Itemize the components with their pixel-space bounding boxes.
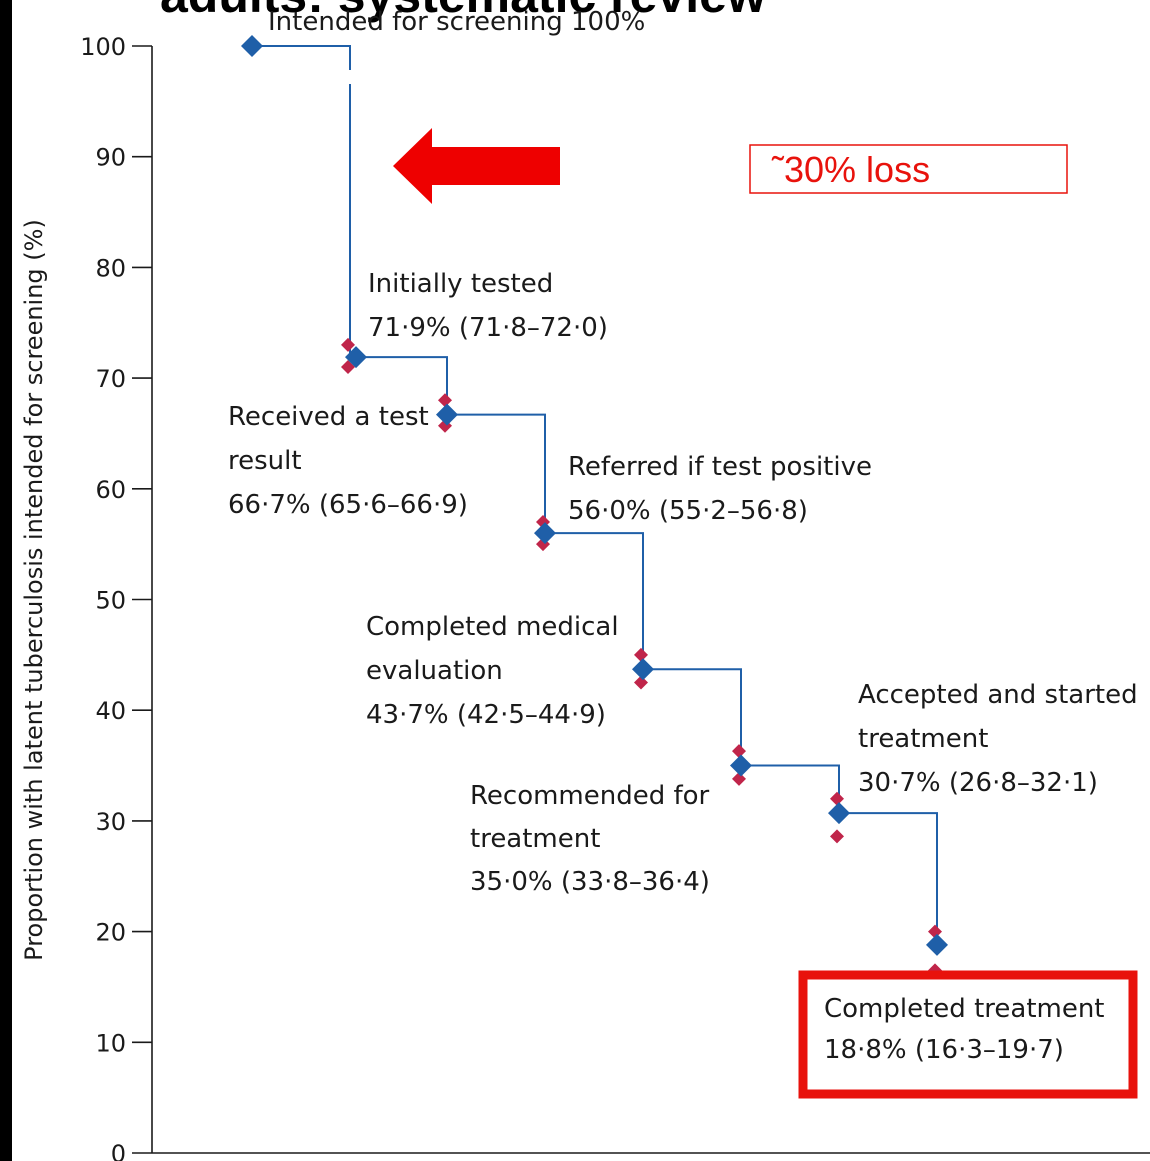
stage-label: Accepted and started treatment 30·7% (26·8… — [858, 680, 1138, 798]
completed-treatment-highlight-box — [798, 970, 1138, 1099]
stage-label-line: Recommended for — [470, 781, 710, 811]
ci-upper-marker — [732, 744, 746, 759]
stage-label: Completed treatment 18·8% (16·3–19·7) — [824, 994, 1105, 1065]
stage-point — [730, 754, 752, 777]
red-arrow-icon — [393, 128, 560, 204]
y-tick-label: 100 — [80, 33, 126, 61]
cascade-points — [241, 35, 948, 956]
stage-point — [436, 403, 458, 426]
stage-label: Referred if test positive 56·0% (55·2–56·… — [568, 452, 872, 526]
ci-upper-marker — [341, 337, 355, 352]
stage-point — [926, 933, 948, 956]
slide-left-strip — [0, 0, 12, 1161]
line-gap — [347, 70, 353, 84]
y-tick-label: 50 — [95, 587, 126, 615]
loss-callout-box — [749, 144, 1068, 194]
stage-label-line: 18·8% (16·3–19·7) — [824, 1035, 1064, 1065]
y-tick-label: 80 — [95, 254, 126, 282]
stage-label-line: result — [228, 446, 302, 476]
loss-callout-text: ˜30% loss — [771, 149, 930, 190]
stage-label: Completed medical evaluation 43·7% (42·5–4… — [366, 612, 619, 730]
stage-label-line: 66·7% (65·6–66·9) — [228, 490, 468, 520]
y-tick-label: 30 — [95, 808, 126, 836]
stage-labels: Intended for screening 100% Initially tes… — [228, 7, 1138, 1065]
y-axis-ticks: 0 10 20 30 40 50 60 70 80 90 100 — [80, 33, 152, 1161]
stage-label: Intended for screening 100% — [268, 7, 645, 37]
stage-point — [345, 346, 367, 369]
ci-lower-marker — [830, 829, 844, 844]
stage-label-line: Received a test — [228, 402, 429, 432]
stage-label-line: 35·0% (33·8–36·4) — [470, 867, 710, 897]
stage-label-line: evaluation — [366, 656, 503, 686]
stage-label-line: Initially tested — [368, 269, 553, 299]
ci-lower-marker — [732, 771, 746, 786]
stage-label: Received a test result 66·7% (65·6–66·9) — [228, 402, 468, 520]
stage-label-line: 56·0% (55·2–56·8) — [568, 496, 808, 526]
y-tick-label: 90 — [95, 144, 126, 172]
stage-label-line: Completed treatment — [824, 994, 1105, 1024]
ci-upper-marker — [830, 791, 844, 806]
stage-label: Initially tested 71·9% (71·8–72·0) — [368, 269, 608, 343]
stage-label-line: 71·9% (71·8–72·0) — [368, 313, 608, 343]
ci-upper-marker — [634, 647, 648, 662]
y-tick-label: 20 — [95, 919, 126, 947]
y-tick-label: 10 — [95, 1029, 126, 1057]
stage-point — [534, 522, 556, 545]
ci-lower-marker — [634, 675, 648, 690]
stage-label-line: Referred if test positive — [568, 452, 872, 482]
y-tick-label: 0 — [111, 1140, 126, 1161]
stage-point — [241, 35, 263, 57]
stage-label-line: 30·7% (26·8–32·1) — [858, 768, 1098, 798]
ci-upper-marker — [438, 393, 452, 408]
y-tick-label: 40 — [95, 697, 126, 725]
stage-point — [632, 658, 654, 681]
stage-label-line: Completed medical — [366, 612, 619, 642]
y-axis-label: Proportion with latent tuberculosis inte… — [20, 219, 48, 961]
stage-label-line: treatment — [470, 824, 600, 854]
y-tick-label: 70 — [95, 365, 126, 393]
ci-upper-marker — [928, 924, 942, 939]
stage-label-line: treatment — [858, 724, 988, 754]
y-tick-label: 60 — [95, 476, 126, 504]
y-axis — [151, 46, 1150, 1154]
stage-label: Recommended for treatment 35·0% (33·8–36·4… — [470, 781, 710, 897]
slide-title-banner: adults: systematic review — [160, 0, 766, 23]
slide-title-text: adults: systematic review — [160, 0, 766, 23]
stage-label-line: Accepted and started — [858, 680, 1138, 710]
loss-callout: ˜30% loss — [749, 144, 1068, 194]
stage-label-line: 43·7% (42·5–44·9) — [366, 700, 606, 730]
stage-label-line: Intended for screening 100% — [268, 7, 645, 37]
stage-point — [828, 802, 850, 825]
